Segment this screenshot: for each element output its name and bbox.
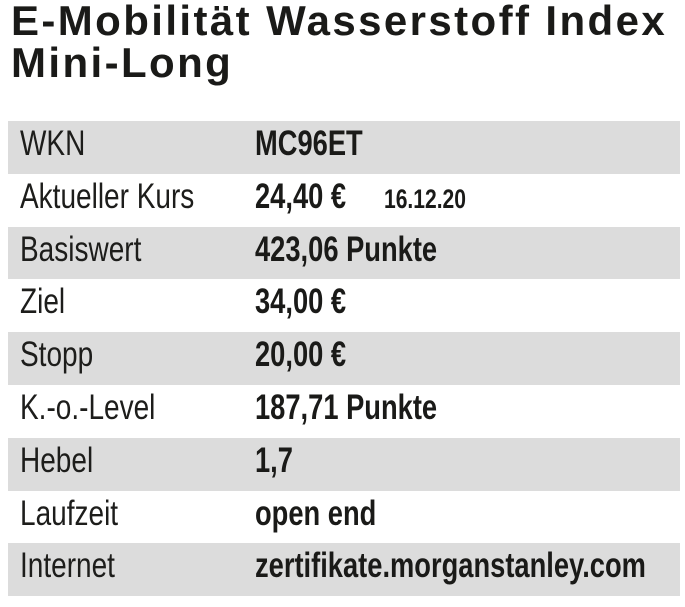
table-row-wkn: WKN MC96ET xyxy=(8,121,680,174)
row-label: WKN xyxy=(20,124,86,163)
table-row-basiswert: Basiswert 423,06 Punkte xyxy=(8,226,680,280)
row-value: 24,40 € xyxy=(255,176,347,216)
row-label: Laufzeit xyxy=(20,493,119,533)
table-row-hebel: Hebel 1,7 xyxy=(8,437,680,491)
product-title-line1: E-Mobilität Wasserstoff Index xyxy=(11,0,668,44)
row-value: MC96ET xyxy=(255,124,363,163)
product-title-line2: Mini-Long xyxy=(11,39,234,86)
row-label: Ziel xyxy=(20,282,66,322)
row-label: Hebel xyxy=(20,440,94,480)
product-title: E-Mobilität Wasserstoff Index Mini-Long xyxy=(11,0,667,84)
row-label: Internet xyxy=(20,546,115,586)
row-value: 1,7 xyxy=(255,440,293,480)
row-label: Stopp xyxy=(20,335,94,375)
row-label: K.-o.-Level xyxy=(20,387,156,427)
price-date: 16.12.20 xyxy=(383,183,466,214)
row-value: 187,71 Punkte xyxy=(255,387,438,427)
row-value: 34,00 € xyxy=(255,282,347,322)
row-value: open end xyxy=(255,493,377,533)
row-value: 423,06 Punkte xyxy=(255,229,438,269)
row-label: Aktueller Kurs xyxy=(20,176,195,216)
table-row-laufzeit: Laufzeit open end xyxy=(8,490,680,544)
table-row-ziel: Ziel 34,00 € xyxy=(8,279,680,333)
row-label: Basiswert xyxy=(20,229,142,269)
table-row-stopp: Stopp 20,00 € xyxy=(8,332,680,385)
row-value: 20,00 € xyxy=(255,335,347,375)
website-url: zertifikate.morganstanley.com xyxy=(255,546,646,586)
table-row-internet: Internet zertifikate.morganstanley.com xyxy=(8,543,680,597)
table-row-ko-level: K.-o.-Level 187,71 Punkte xyxy=(8,384,680,438)
table-row-aktueller-kurs: Aktueller Kurs 24,40 € 16.12.20 xyxy=(8,173,680,227)
info-table: WKN MC96ET Aktueller Kurs 24,40 € 16.12.… xyxy=(8,121,680,597)
